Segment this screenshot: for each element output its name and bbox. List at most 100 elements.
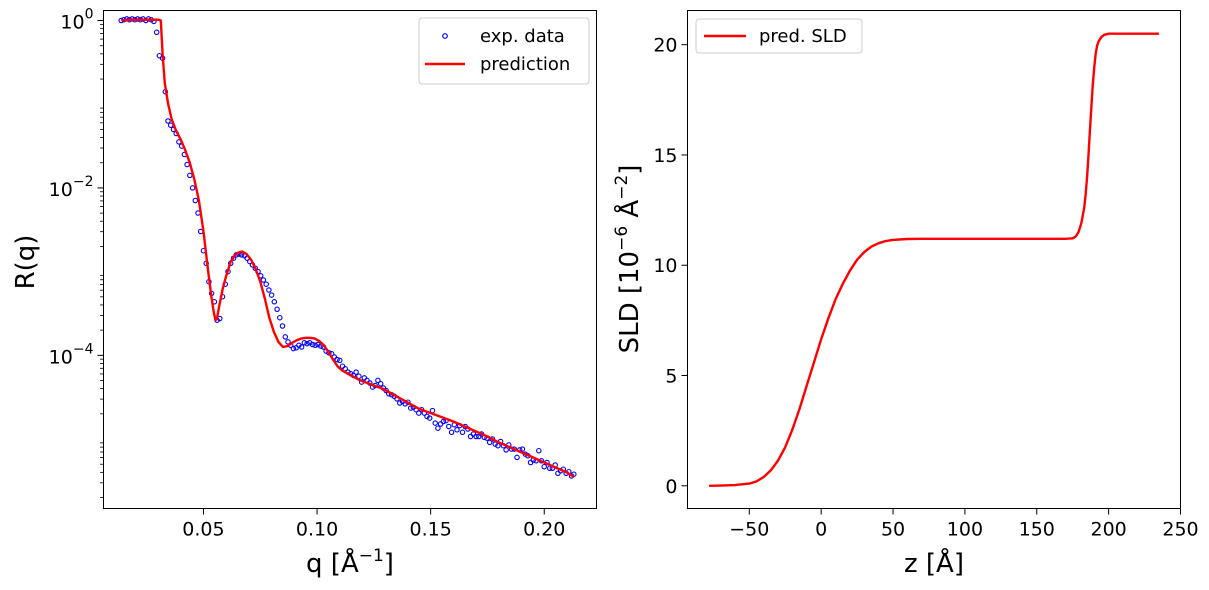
sld-x-tick-label: 150 <box>1019 519 1055 541</box>
exp-data-point <box>271 299 278 305</box>
exp-data-point <box>279 323 286 329</box>
exp-data-point <box>268 292 275 298</box>
pred-sld-line <box>709 32 1159 487</box>
exp-data-point <box>315 341 321 348</box>
exp-data-point <box>514 454 520 461</box>
exp-data-point <box>301 340 308 346</box>
reflectivity-legend: exp. data prediction <box>418 17 590 85</box>
sld-axes: 0 5 10 15 20 −50 0 50 100 150 200 250 <box>653 35 1198 541</box>
exp-data-point <box>437 421 444 427</box>
exp-data-point <box>339 363 346 369</box>
exp-data-point <box>492 441 498 447</box>
reflectivity-legend-box <box>418 17 590 85</box>
reflectivity-x-axis-title: q [Å−1] <box>306 546 394 579</box>
exp-data-point <box>290 345 297 352</box>
exp-data-point <box>440 418 447 425</box>
exp-data-point <box>260 277 267 283</box>
exp-data-point <box>541 463 547 470</box>
exp-data-point <box>304 340 310 347</box>
sld-x-tick-label: −50 <box>729 519 769 541</box>
sld-x-axis-title: z [Å] <box>904 547 964 579</box>
x-tick-label: 0.15 <box>409 519 451 541</box>
exp-data-point <box>416 410 422 416</box>
legend-label-pred-sld: pred. SLD <box>759 26 847 47</box>
exp-data-point <box>432 420 438 426</box>
exp-data-point <box>298 344 305 350</box>
exp-data-point <box>503 447 509 453</box>
exp-data-point <box>486 439 493 446</box>
exp-data-point <box>337 357 343 364</box>
exp-data-point <box>285 339 291 345</box>
exp-data-point <box>293 345 299 351</box>
sld-y-title-base: SLD [10 <box>615 251 645 354</box>
exp-data-point <box>473 433 479 440</box>
sld-y-tick-label: 15 <box>653 145 677 167</box>
x-title-main: q [Å <box>306 547 359 579</box>
exp-data-point <box>263 281 269 287</box>
exp-data-point <box>495 442 501 449</box>
exp-data-point <box>187 172 193 179</box>
exp-data-point <box>459 429 466 436</box>
reflectivity-y-axis-title: R(q) <box>11 235 41 290</box>
exp-data-point <box>536 447 542 454</box>
sld-y-title-sup1: −6 <box>612 226 632 251</box>
sld-y-title-mid: Å <box>613 200 645 226</box>
exp-data-point <box>309 341 316 348</box>
sld-x-tick-label: 100 <box>947 519 983 541</box>
sld-y-title-end: ] <box>615 165 645 175</box>
exp-data-point <box>375 377 381 384</box>
x-tick-label: 0.10 <box>296 519 338 541</box>
legend-label-exp-data: exp. data <box>480 26 565 47</box>
exp-data-point <box>266 287 272 293</box>
exp-data-point <box>282 334 289 340</box>
sld-x-tick-label: 200 <box>1091 519 1127 541</box>
legend-label-prediction: prediction <box>480 54 570 75</box>
sld-x-tick-label: 0 <box>815 519 827 541</box>
exp-data-point <box>397 400 403 406</box>
sld-plot-frame <box>687 10 1181 509</box>
sld-y-axis-title: SLD [10−6 Å−2] <box>612 165 645 354</box>
sld-legend: pred. SLD <box>695 18 863 54</box>
exp-data-point <box>454 427 460 433</box>
exp-data-point <box>165 118 171 124</box>
exp-data-point <box>470 431 477 437</box>
exp-data-point <box>446 423 452 430</box>
exp-data-point <box>361 375 368 381</box>
exp-data-point <box>334 356 340 363</box>
exp-data-point <box>426 415 433 421</box>
prediction-line <box>121 18 575 478</box>
y-tick-label: 100 <box>60 7 93 34</box>
sld-x-tick-label: 250 <box>1162 519 1198 541</box>
sld-chart: 0 5 10 15 20 −50 0 50 100 150 200 250 pred. SLD z [… <box>612 10 1199 579</box>
x-tick-label: 0.20 <box>523 519 565 541</box>
sld-y-tick-label: 10 <box>653 255 677 277</box>
sld-y-title-sup2: −2 <box>612 175 632 200</box>
exp-data-point <box>353 369 359 375</box>
y-tick-label: 10−2 <box>49 174 94 201</box>
reflectivity-axes: 100 10−2 10−4 0.05 0.10 0.15 0.20 <box>49 7 566 541</box>
exp-data-point <box>467 433 474 440</box>
x-tick-label: 0.05 <box>182 519 224 541</box>
exp-data-point <box>527 459 534 466</box>
legend-marker-exp-data <box>442 33 448 39</box>
exp-data-point <box>555 470 561 477</box>
exp-data-point <box>312 342 318 349</box>
y-tick-label: 10−4 <box>49 341 94 368</box>
exp-data-point <box>192 197 199 204</box>
reflectivity-chart: 100 10−2 10−4 0.05 0.10 0.15 0.20 exp. data pr… <box>11 7 597 579</box>
sld-y-tick-label: 5 <box>665 366 677 388</box>
exp-data-point <box>435 425 441 431</box>
exp-data-point <box>189 185 196 191</box>
exp-data-point <box>377 381 384 387</box>
exp-data-point <box>153 29 160 36</box>
exp-data-point <box>519 446 526 452</box>
sld-y-tick-label: 0 <box>665 476 677 498</box>
sld-x-tick-label: 50 <box>881 519 905 541</box>
sld-plot-area <box>709 32 1159 487</box>
sld-legend-box <box>695 18 863 54</box>
reflectivity-plot-frame <box>103 10 597 509</box>
exp-data-point <box>448 429 455 436</box>
reflectivity-plot-area <box>118 16 577 479</box>
sld-y-tick-label: 20 <box>653 35 677 57</box>
